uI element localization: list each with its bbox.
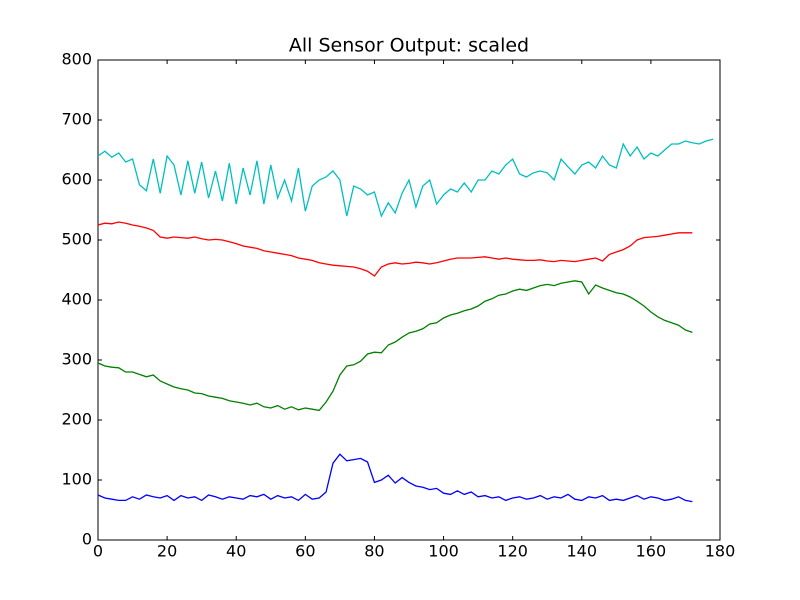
series-line	[97, 138, 714, 218]
x-tick-label: 120	[497, 542, 528, 561]
series-line	[97, 221, 693, 277]
x-tick-label: 160	[636, 542, 667, 561]
y-tick-label: 100	[61, 470, 92, 489]
y-tick-label: 300	[61, 350, 92, 369]
x-tick-label: 0	[93, 542, 103, 561]
y-tick-label: 600	[61, 170, 92, 189]
x-tick-label: 100	[428, 542, 459, 561]
x-tick-label: 180	[705, 542, 736, 561]
x-tick-label: 140	[567, 542, 598, 561]
series-line	[97, 280, 693, 412]
y-tick-label: 0	[82, 530, 92, 549]
series-line	[97, 453, 693, 503]
y-tick-label: 200	[61, 410, 92, 429]
y-tick-label: 500	[61, 230, 92, 249]
y-tick-label: 700	[61, 110, 92, 129]
x-tick-label: 80	[364, 542, 384, 561]
x-tick-label: 40	[226, 542, 246, 561]
x-tick-label: 60	[295, 542, 315, 561]
y-tick-label: 800	[61, 50, 92, 69]
y-tick-label: 400	[61, 290, 92, 309]
x-tick-label: 20	[157, 542, 177, 561]
chart-title: All Sensor Output: scaled	[289, 35, 529, 57]
